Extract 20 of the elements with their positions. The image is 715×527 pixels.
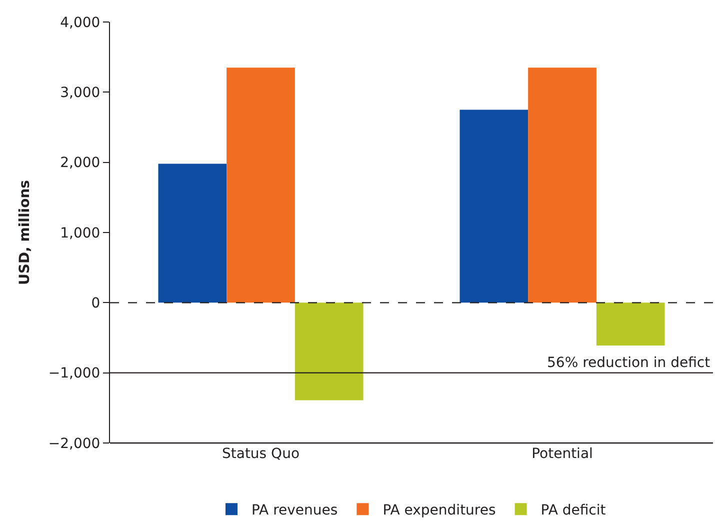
bar	[596, 302, 665, 346]
ref-line-label: 56% reduction in defict	[547, 355, 711, 371]
legend-label: PA expenditures	[382, 502, 496, 519]
x-tick-label: Status Quo	[222, 446, 300, 462]
bar	[158, 164, 227, 303]
y-tick-label: 4,000	[60, 14, 100, 31]
y-tick-label: 2,000	[60, 155, 100, 172]
x-tick-label: Potential	[532, 446, 593, 462]
bar	[226, 68, 295, 303]
y-tick-label: 1,000	[60, 225, 100, 242]
y-tick-label: −2,000	[48, 436, 100, 452]
bar	[528, 68, 596, 303]
bar	[294, 302, 364, 400]
y-tick-label: 0	[91, 296, 100, 312]
legend-label: PA deficit	[540, 502, 606, 519]
y-tick-label: −1,000	[48, 366, 100, 382]
bar	[460, 110, 528, 303]
y-tick-label: 3,000	[60, 85, 100, 102]
legend-label: PA revenues	[252, 502, 338, 519]
y-axis-title: USD, millions	[16, 180, 33, 285]
